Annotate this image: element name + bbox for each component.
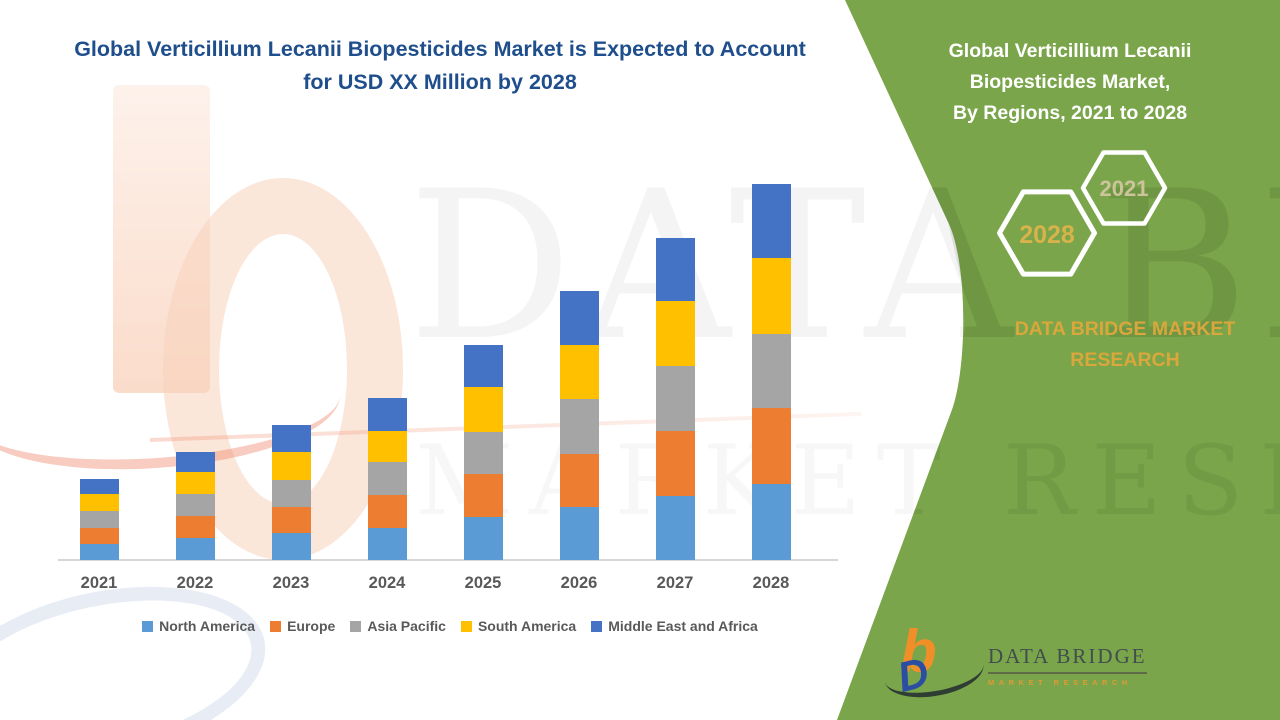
legend-swatch-icon: [142, 620, 154, 632]
bar-segment-2027-asia-pacific: [655, 366, 695, 431]
chart-legend: North America Europe Asia Pacific South Ame…: [50, 618, 850, 634]
panel-title-line2: Biopesticides Market,: [969, 71, 1171, 93]
x-axis-label-2025: 2025: [464, 574, 502, 592]
hexagon-2021: [1080, 150, 1168, 226]
bar-segment-2025-asia-pacific: [463, 432, 503, 474]
bar-segment-2027-north-america: [655, 496, 695, 560]
bar-segment-2028-south-america: [751, 258, 791, 334]
x-axis-line: [58, 559, 838, 561]
hexagon-2021-label: 2021: [1100, 176, 1149, 201]
bar-segment-2026-asia-pacific: [559, 399, 599, 454]
panel-title-line3: By Regions, 2021 to 2028: [952, 102, 1188, 124]
bar-segment-2023-north-america: [271, 533, 311, 560]
bar-segment-2021-middle-east-and-africa: [79, 479, 119, 494]
legend-label: South America: [477, 618, 577, 634]
x-axis-label-2024: 2024: [368, 574, 406, 592]
logo-text: DATA BRIDGE MARKET RESEARCH: [988, 644, 1147, 687]
bar-segment-2027-south-america: [655, 301, 695, 366]
legend-swatch-icon: [350, 620, 362, 632]
bar-segment-2025-south-america: [463, 387, 503, 432]
bar-segment-2028-middle-east-and-africa: [751, 184, 791, 258]
databridge-logo: b D DATA BRIDGE MARKET RESEARCH: [880, 622, 1147, 710]
bar-segment-2024-north-america: [367, 528, 407, 560]
bar-segment-2026-south-america: [559, 345, 599, 399]
legend-swatch-icon: [460, 620, 472, 632]
bar-segment-2021-north-america: [79, 544, 119, 560]
green-panel-shape: [837, 0, 1280, 720]
bar-segment-2023-europe: [271, 507, 311, 533]
bar-segment-2022-europe: [175, 516, 215, 538]
bar-segment-2024-asia-pacific: [367, 462, 407, 495]
bar-segment-2021-asia-pacific: [79, 511, 119, 528]
bar-segment-2024-middle-east-and-africa: [367, 398, 407, 431]
bar-segment-2023-south-america: [271, 452, 311, 480]
bar-segment-2021-europe: [79, 528, 119, 544]
x-axis-label-2026: 2026: [560, 574, 598, 592]
bar-segment-2027-middle-east-and-africa: [655, 238, 695, 301]
bar-segment-2028-north-america: [751, 484, 791, 560]
panel-title: Global Verticillium Lecanii Biopesticide…: [905, 36, 1235, 129]
bar-segment-2023-middle-east-and-africa: [271, 425, 311, 452]
hexagon-2028-label: 2028: [1019, 221, 1075, 249]
bar-segment-2027-europe: [655, 431, 695, 496]
x-axis-label-2022: 2022: [176, 574, 214, 592]
page-title: Global Verticillium Lecanii Biopesticide…: [40, 33, 840, 99]
bar-segment-2022-north-america: [175, 538, 215, 560]
legend-item-middle-east-and-africa: Middle East and Africa: [591, 618, 758, 634]
bar-segment-2028-asia-pacific: [751, 334, 791, 408]
bar-segment-2026-north-america: [559, 507, 599, 560]
page-title-line1: Global Verticillium Lecanii Biopesticide…: [74, 37, 806, 61]
brand-text-line2: RESEARCH: [1070, 349, 1180, 371]
panel-title-line1: Global Verticillium Lecanii: [948, 40, 1192, 62]
bar-segment-2022-south-america: [175, 472, 215, 494]
legend-swatch-icon: [270, 620, 282, 632]
bar-segment-2023-asia-pacific: [271, 480, 311, 507]
legend-label: Asia Pacific: [367, 618, 446, 634]
legend-item-south-america: South America: [460, 618, 577, 634]
legend-item-north-america: North America: [142, 618, 255, 634]
hexagon-2028: [997, 189, 1097, 277]
x-axis-label-2021: 2021: [80, 574, 118, 592]
bar-segment-2026-europe: [559, 454, 599, 507]
brand-text-line1: DATA BRIDGE MARKET: [1014, 318, 1236, 340]
x-axis-label-2023: 2023: [272, 574, 310, 592]
x-axis-label-2027: 2027: [656, 574, 694, 592]
bar-segment-2028-europe: [751, 408, 791, 484]
bar-segment-2025-north-america: [463, 517, 503, 560]
databridge-logo-icon: b D: [880, 622, 988, 708]
bar-segment-2025-middle-east-and-africa: [463, 345, 503, 387]
bar-segment-2024-south-america: [367, 431, 407, 462]
bar-segment-2025-europe: [463, 474, 503, 517]
year-hexagons: 2021 2028: [997, 150, 1168, 277]
legend-item-asia-pacific: Asia Pacific: [350, 618, 446, 634]
bar-segment-2022-middle-east-and-africa: [175, 452, 215, 472]
logo-company-name: DATA BRIDGE: [988, 644, 1147, 674]
legend-label: Middle East and Africa: [608, 618, 758, 634]
logo-monogram-b: b: [900, 618, 937, 685]
brand-text: DATA BRIDGE MARKET RESEARCH: [960, 314, 1280, 376]
logo-tagline: MARKET RESEARCH: [988, 678, 1132, 687]
bar-segment-2021-south-america: [79, 494, 119, 511]
x-axis-label-2028: 2028: [752, 574, 790, 592]
bar-segment-2024-europe: [367, 495, 407, 528]
bar-segment-2026-middle-east-and-africa: [559, 291, 599, 345]
legend-label: North America: [159, 618, 256, 634]
legend-swatch-icon: [591, 620, 603, 632]
page-title-line2: for USD XX Million by 2028: [303, 70, 577, 94]
legend-item-europe: Europe: [270, 618, 335, 634]
bar-segment-2022-asia-pacific: [175, 494, 215, 516]
legend-label: Europe: [287, 618, 336, 634]
